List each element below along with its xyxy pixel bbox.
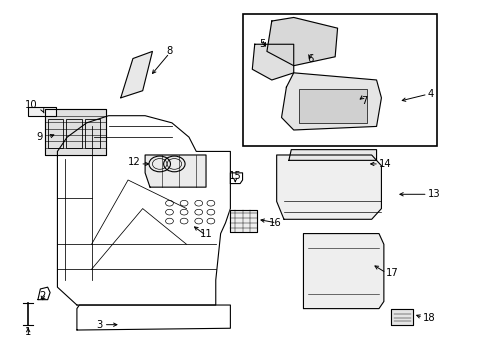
- Text: 1: 1: [25, 327, 31, 337]
- Text: 14: 14: [379, 159, 392, 169]
- Bar: [66, 119, 82, 148]
- Text: 9: 9: [36, 132, 43, 142]
- Text: 12: 12: [127, 157, 140, 167]
- Polygon shape: [230, 210, 257, 232]
- Polygon shape: [277, 155, 381, 219]
- Text: 4: 4: [428, 89, 434, 99]
- Polygon shape: [121, 51, 152, 98]
- Text: 13: 13: [428, 189, 441, 199]
- Polygon shape: [145, 155, 206, 187]
- Text: 2: 2: [40, 291, 46, 301]
- Text: 15: 15: [229, 171, 242, 181]
- Text: 6: 6: [308, 54, 314, 64]
- Text: 7: 7: [361, 96, 368, 107]
- Text: 3: 3: [97, 320, 102, 330]
- Polygon shape: [282, 73, 381, 130]
- Polygon shape: [267, 18, 338, 66]
- Bar: [85, 119, 100, 148]
- Text: 16: 16: [270, 218, 282, 228]
- Polygon shape: [303, 234, 384, 309]
- Bar: [28, 107, 56, 116]
- Text: 11: 11: [199, 229, 212, 239]
- Polygon shape: [289, 150, 376, 160]
- Polygon shape: [252, 44, 294, 80]
- Polygon shape: [391, 309, 413, 325]
- Bar: [298, 89, 367, 123]
- Polygon shape: [45, 109, 106, 155]
- Bar: [243, 14, 438, 146]
- Text: 5: 5: [259, 39, 265, 49]
- Text: 17: 17: [386, 268, 399, 278]
- Text: 18: 18: [423, 312, 436, 323]
- Text: 10: 10: [25, 100, 38, 110]
- Bar: [48, 119, 63, 148]
- Text: 8: 8: [167, 46, 172, 57]
